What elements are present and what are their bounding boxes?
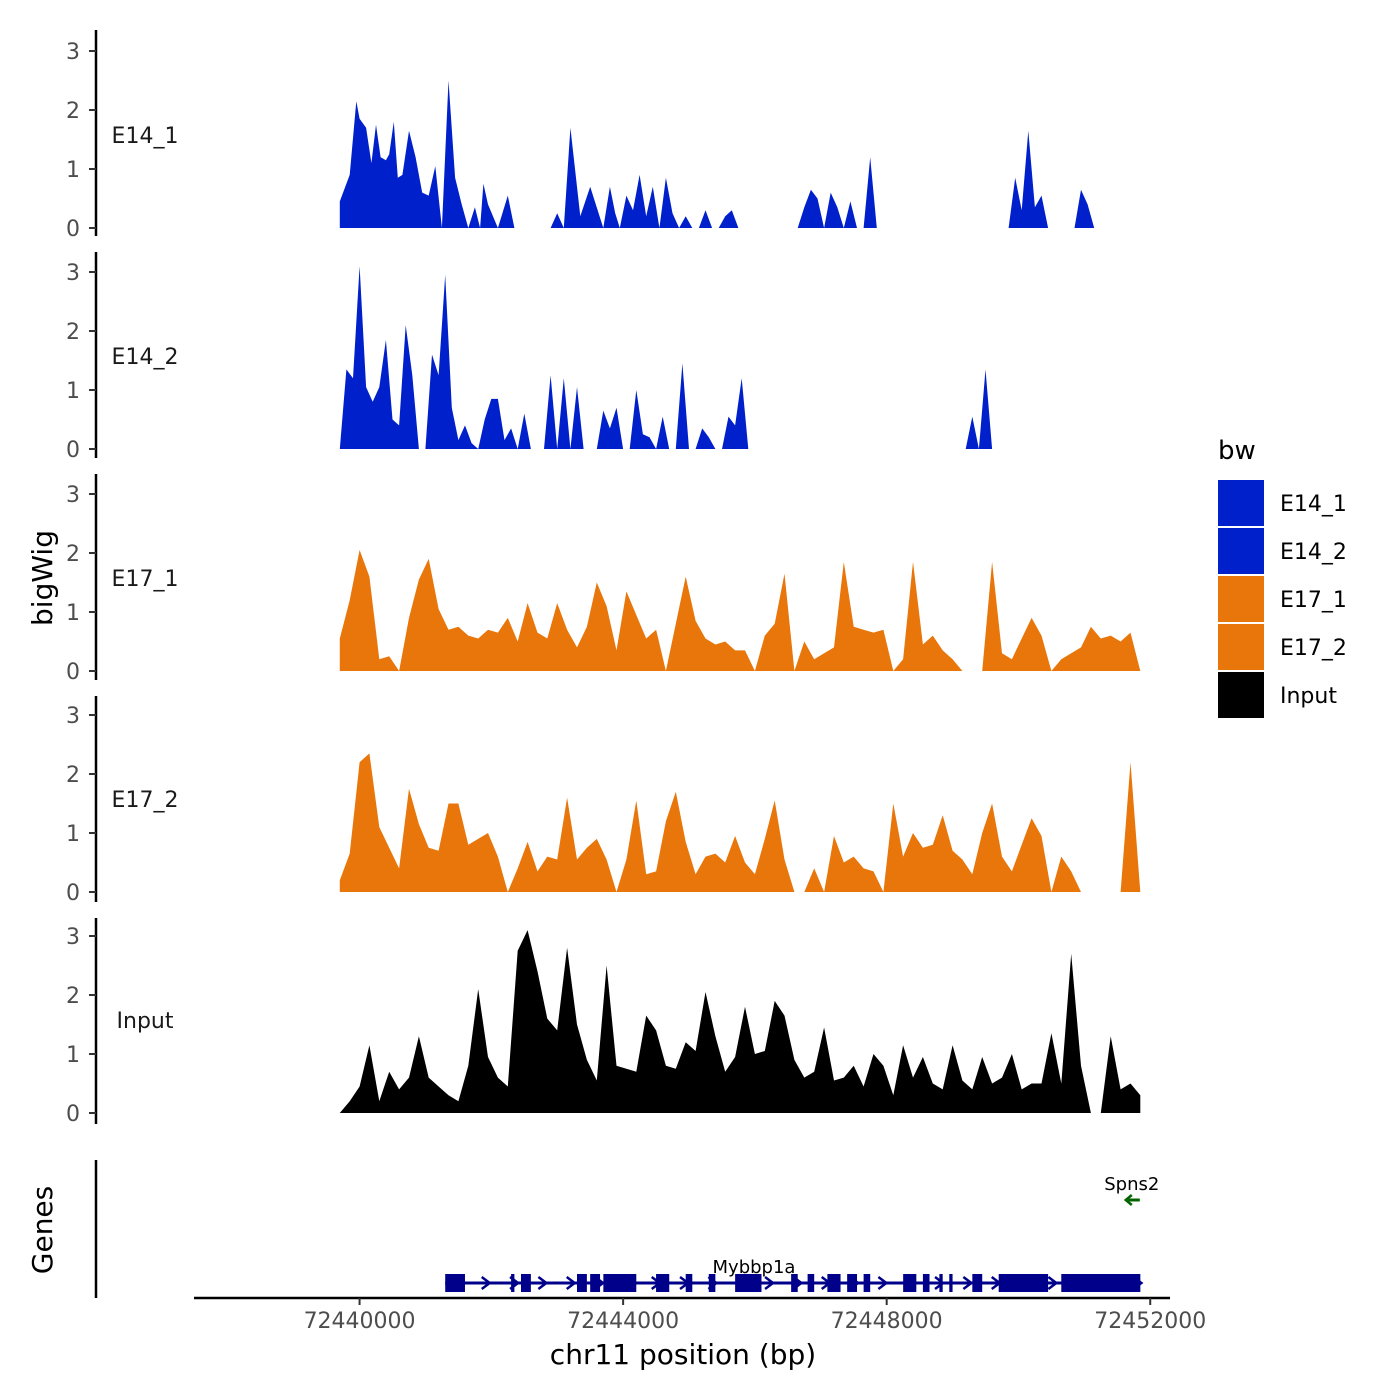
gene-label: Spns2 — [1104, 1174, 1159, 1195]
track-label: Input — [117, 1009, 174, 1034]
gene-exon — [998, 1274, 1049, 1292]
y-tick-label: 1 — [66, 158, 80, 183]
y-tick-label: 3 — [66, 483, 80, 508]
x-tick-label: 72444000 — [567, 1309, 679, 1334]
y-tick-label: 0 — [66, 1102, 80, 1127]
gene-exon — [708, 1274, 716, 1292]
y-tick-label: 0 — [66, 660, 80, 685]
track-e17-1: 0 1 2 3 E17_1 — [66, 474, 1141, 685]
x-tick-label: 72448000 — [831, 1309, 943, 1334]
legend-swatch — [1218, 480, 1264, 526]
legend: bw E14_1 E14_2 E17_1 E17_2 Input — [1218, 436, 1347, 718]
strand-arrow — [1047, 1276, 1059, 1290]
x-axis-title: chr11 position (bp) — [550, 1338, 816, 1371]
legend-swatch — [1218, 528, 1264, 574]
gene-exon — [511, 1274, 515, 1292]
legend-swatch — [1218, 672, 1264, 718]
strand-arrow — [565, 1276, 577, 1290]
y-tick-label: 0 — [66, 217, 80, 242]
legend-swatch — [1218, 624, 1264, 670]
gene-exon — [590, 1274, 601, 1292]
y-tick-label: 3 — [66, 261, 80, 286]
strand-arrow — [764, 1276, 776, 1290]
y-tick-label: 0 — [66, 881, 80, 906]
x-tick-label: 72452000 — [1094, 1309, 1206, 1334]
track-e14-1: 0 1 2 3 E14_1 — [66, 30, 1095, 242]
genes-axis-title: Genes — [26, 1186, 59, 1274]
signal-area-e14-1 — [339, 80, 1095, 228]
signal-area-e14-2 — [339, 266, 993, 449]
gene-exon — [903, 1274, 917, 1292]
gene-exon — [922, 1274, 930, 1292]
gene-exon — [807, 1274, 815, 1292]
y-tick-label: 3 — [66, 704, 80, 729]
gene-exon — [685, 1274, 693, 1292]
gene-exon — [827, 1274, 841, 1292]
strand-arrow — [480, 1276, 492, 1290]
signal-area-e17-2 — [339, 753, 1141, 892]
gene-spns2: Spns2 — [1104, 1174, 1159, 1206]
y-tick-label: 2 — [66, 99, 80, 124]
x-tick-label: 72440000 — [304, 1309, 416, 1334]
gene-exon — [445, 1274, 465, 1292]
gene-exon — [603, 1274, 637, 1292]
y-tick-label: 2 — [66, 320, 80, 345]
signal-area-e17-1 — [339, 550, 1141, 671]
strand-arrow — [934, 1276, 946, 1290]
track-label: E17_2 — [112, 788, 179, 813]
genes-panel: Spns2 Mybbp1a — [94, 1160, 1159, 1298]
legend-title: bw — [1218, 436, 1256, 466]
track-e14-2: 0 1 2 3 E14_2 — [66, 252, 993, 463]
legend-swatch — [1218, 576, 1264, 622]
gene-exon — [863, 1274, 871, 1292]
y-tick-label: 1 — [66, 1043, 80, 1068]
track-e17-2: 0 1 2 3 E17_2 — [66, 696, 1141, 906]
gene-exon — [791, 1274, 798, 1292]
strand-arrow — [537, 1276, 549, 1290]
x-axis: 72440000 72444000 72448000 72452000 — [194, 1296, 1206, 1334]
gene-exon — [520, 1274, 531, 1292]
gene-label: Mybbp1a — [713, 1257, 796, 1278]
track-label: E14_1 — [112, 124, 179, 149]
track-input: 0 1 2 3 Input — [66, 918, 1141, 1127]
gene-exon — [847, 1274, 858, 1292]
y-tick-label: 2 — [66, 984, 80, 1009]
y-axis-title: bigWig — [26, 530, 59, 626]
strand-arrow — [962, 1276, 974, 1290]
y-tick-label: 2 — [66, 542, 80, 567]
track-label: E14_2 — [112, 345, 179, 370]
legend-label: E14_2 — [1280, 540, 1347, 565]
y-tick-label: 0 — [66, 438, 80, 463]
signal-tracks: 0 1 2 3 E14_1 0 1 2 3 E14_2 0 1 2 3 E17_1 0 1 2 3 E17_2 0 1 2 3… — [66, 30, 1141, 1127]
y-tick-label: 3 — [66, 925, 80, 950]
strand-arrow — [877, 1276, 889, 1290]
legend-label: E17_1 — [1280, 588, 1347, 613]
y-tick-label: 1 — [66, 379, 80, 404]
y-tick-label: 2 — [66, 763, 80, 788]
y-tick-label: 3 — [66, 40, 80, 65]
y-tick-label: 1 — [66, 822, 80, 847]
legend-label: Input — [1280, 684, 1337, 709]
gene-exon — [972, 1274, 983, 1292]
legend-label: E17_2 — [1280, 636, 1347, 661]
gene-exon — [576, 1274, 587, 1292]
strand-arrow — [1123, 1194, 1133, 1206]
signal-area-input — [339, 930, 1141, 1113]
gene-exon — [656, 1274, 670, 1292]
gene-exon — [939, 1274, 943, 1292]
y-tick-label: 1 — [66, 601, 80, 626]
gene-mybbp1a: Mybbp1a — [445, 1257, 1144, 1292]
gene-exon — [735, 1274, 762, 1292]
track-label: E17_1 — [112, 567, 179, 592]
gene-exon — [1061, 1274, 1141, 1292]
legend-label: E14_1 — [1280, 492, 1347, 517]
gene-exon — [949, 1274, 953, 1292]
